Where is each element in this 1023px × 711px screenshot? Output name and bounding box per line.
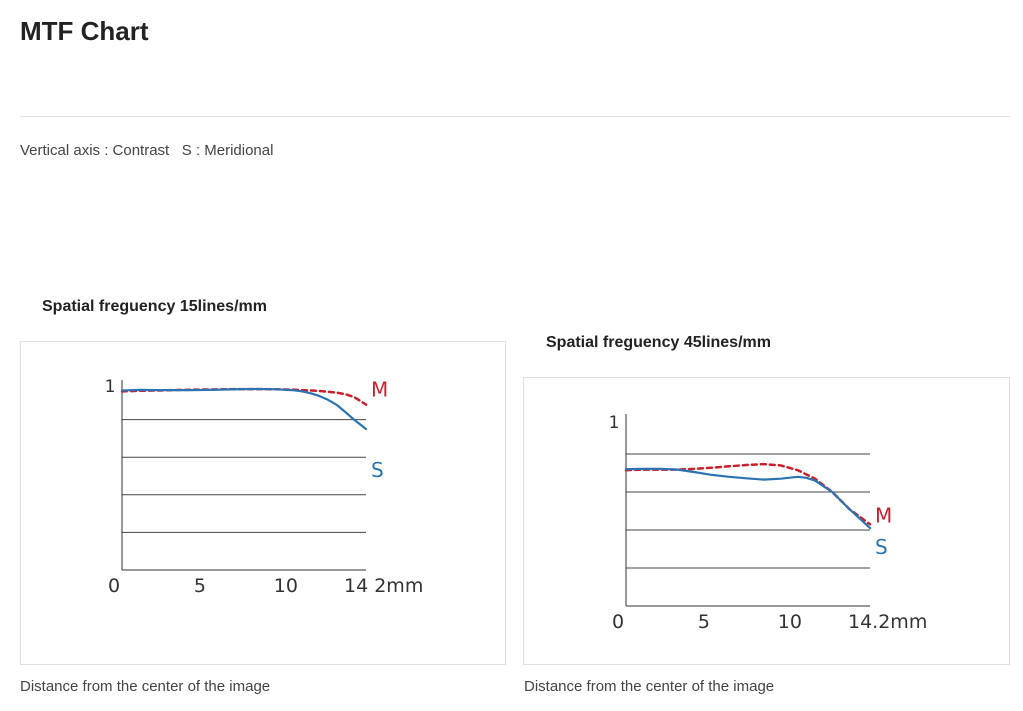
y-tick-label: 1 bbox=[105, 377, 116, 397]
x-tick-label: 10 bbox=[274, 575, 298, 597]
series-label-S: S bbox=[875, 535, 888, 559]
axis-legend-text: Vertical axis : Contrast S : Meridional bbox=[20, 142, 274, 159]
series-label-S: S bbox=[371, 458, 384, 482]
x-tick-label: 0 bbox=[612, 611, 624, 633]
x-tick-label: 14.2mm bbox=[848, 611, 927, 633]
series-S-line bbox=[624, 467, 872, 530]
x-tick-label: 5 bbox=[698, 611, 710, 633]
y-tick-label: 1 bbox=[609, 413, 620, 433]
series-label-M: M bbox=[875, 503, 892, 527]
chart-panel-15lines: 1 0 5 10 14 2mm M S bbox=[20, 341, 506, 665]
x-tick-label: 0 bbox=[108, 575, 120, 597]
series-M-line bbox=[120, 387, 368, 406]
chart-caption-45lines: Distance from the center of the image bbox=[524, 678, 775, 695]
x-tick-label: 5 bbox=[194, 575, 206, 597]
chart-title-45lines: Spatial freguency 45lines/mm bbox=[546, 334, 771, 351]
x-tick-label: 14 2mm bbox=[344, 575, 423, 597]
series-S-line bbox=[120, 387, 368, 431]
chart-panel-45lines: 1 0 5 10 14.2mm M S bbox=[523, 377, 1010, 665]
page-title: MTF Chart bbox=[20, 16, 149, 46]
chart-caption-15lines: Distance from the center of the image bbox=[20, 678, 271, 695]
series-label-M: M bbox=[371, 378, 388, 402]
title-divider bbox=[20, 116, 1010, 117]
x-tick-label: 10 bbox=[778, 611, 802, 633]
chart-title-15lines: Spatial freguency 15lines/mm bbox=[42, 298, 267, 315]
